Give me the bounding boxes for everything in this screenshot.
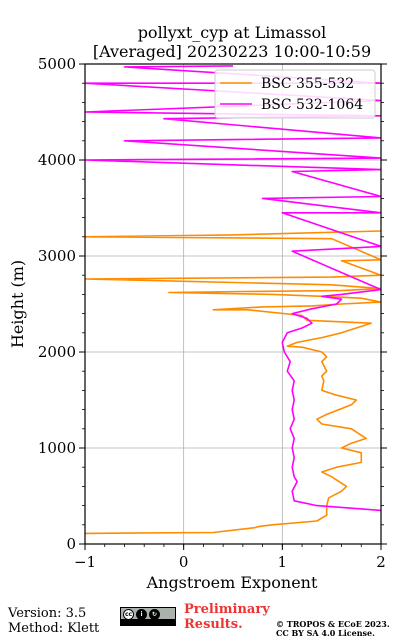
method-text: Method: Klett: [8, 621, 100, 636]
copyright-text: © TROPOS & ECoE 2023.: [276, 619, 390, 629]
x-tick-label: 0: [179, 553, 189, 571]
footer-info: Version: 3.5 Method: Klett: [8, 606, 99, 636]
y-tick-label: 5000: [38, 55, 76, 73]
preliminary-line-2: Results.: [184, 617, 243, 632]
legend-label-bsc-532-1064: BSC 532-1064: [261, 97, 363, 113]
y-tick-label: 4000: [38, 151, 76, 169]
y-tick-label: 2000: [38, 343, 76, 361]
legend-box: [214, 69, 376, 119]
plot-area: [85, 65, 381, 535]
x-tick-label: 1: [278, 553, 288, 571]
x-tick-label: −1: [74, 553, 96, 571]
x-axis-label: Angstroem Exponent: [146, 573, 318, 592]
license-note: © TROPOS & ECoE 2023. CC BY SA 4.0 Licen…: [276, 620, 390, 638]
x-tick-label: 2: [376, 553, 386, 571]
version-text: Version: 3.5: [8, 606, 87, 621]
license-text: CC BY SA 4.0 License.: [276, 628, 375, 638]
series-line-bsc-355-532: [85, 230, 381, 535]
preliminary-line-1: Preliminary: [184, 602, 270, 617]
chart-subtitle: [Averaged] 20230223 10:00-10:59: [93, 42, 371, 61]
preliminary-results-note: Preliminary Results.: [184, 602, 270, 632]
y-tick-label: 3000: [38, 247, 76, 265]
y-axis-label: Height (m): [8, 260, 27, 348]
y-tick-label: 1000: [38, 439, 76, 457]
y-tick-label: 0: [66, 535, 76, 553]
cc-by-sa-badge-icon: cc i ↻: [120, 607, 176, 626]
legend: BSC 355-532 BSC 532-1064: [214, 69, 376, 119]
plot-frame: [84, 63, 382, 545]
angstroem-profile-chart: pollyxt_cyp at Limassol [Averaged] 20230…: [8, 23, 387, 592]
chart-title: pollyxt_cyp at Limassol: [138, 23, 327, 42]
legend-label-bsc-355-532: BSC 355-532: [261, 76, 354, 92]
series-line-bsc-532-1064: [85, 65, 381, 512]
